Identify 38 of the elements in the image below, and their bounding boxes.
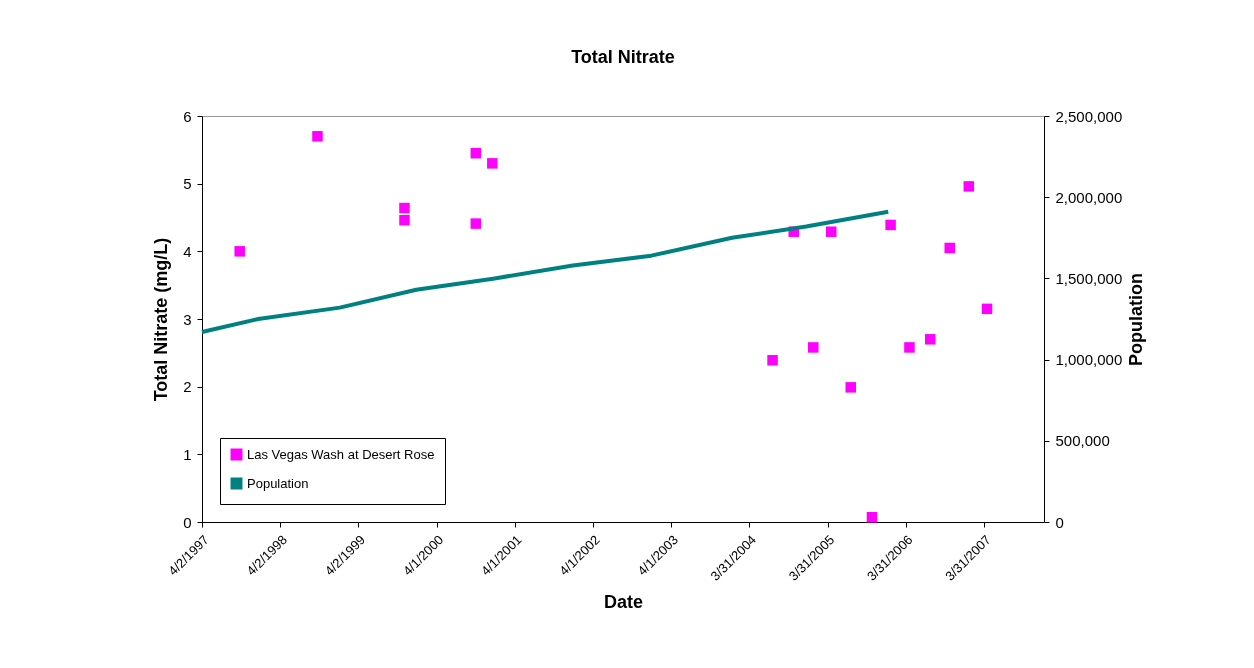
y-tick-label: 6	[183, 107, 192, 125]
legend-label: Las Vegas Wash at Desert Rose	[247, 446, 435, 462]
y2-tick-label: 0	[1055, 513, 1064, 531]
point	[399, 214, 410, 226]
point	[808, 342, 819, 353]
y-tick-label: 2	[183, 378, 192, 396]
y2-tick-label: 500,000	[1055, 432, 1110, 450]
point	[904, 342, 915, 353]
point	[312, 131, 323, 142]
point	[470, 147, 482, 159]
point	[470, 218, 482, 229]
point	[963, 181, 975, 192]
point	[234, 246, 245, 257]
point	[866, 512, 878, 523]
y-tick-label: 4	[183, 242, 192, 260]
point	[885, 219, 896, 231]
point	[487, 158, 498, 169]
y-tick-label: 5	[183, 175, 192, 193]
point	[981, 303, 993, 315]
legend-label: Population	[247, 475, 309, 491]
point	[826, 226, 837, 237]
y-tick-label: 1	[183, 445, 192, 463]
line-series	[200, 209, 891, 334]
point	[944, 242, 955, 254]
y-tick-label: 0	[183, 513, 192, 531]
y2-tick-label: 1,000,000	[1055, 351, 1123, 369]
y2-tick-label: 2,000,000	[1055, 188, 1123, 206]
y-tick-label: 3	[183, 310, 192, 328]
y2-tick-label: 2,500,000	[1055, 107, 1123, 125]
y-axis-title: Total Nitrate (mg/L)	[151, 237, 172, 402]
point	[924, 334, 936, 345]
chart-title: Total Nitrate	[571, 47, 675, 67]
point	[845, 382, 856, 393]
point	[399, 202, 410, 214]
point	[767, 355, 778, 366]
x-axis-title: Date	[603, 591, 644, 612]
y2-tick-label: 1,500,000	[1055, 269, 1123, 287]
y2-axis-title: Population	[1126, 273, 1147, 366]
